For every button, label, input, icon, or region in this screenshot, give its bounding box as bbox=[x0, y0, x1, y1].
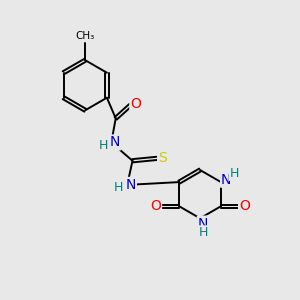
Text: N: N bbox=[126, 178, 136, 192]
Text: H: H bbox=[198, 226, 208, 239]
Text: O: O bbox=[130, 97, 141, 111]
Text: O: O bbox=[150, 199, 161, 213]
Text: N: N bbox=[110, 136, 120, 149]
Text: N: N bbox=[221, 173, 232, 187]
Text: H: H bbox=[114, 181, 123, 194]
Text: H: H bbox=[230, 167, 239, 180]
Text: CH₃: CH₃ bbox=[76, 31, 95, 41]
Text: S: S bbox=[158, 151, 167, 165]
Text: O: O bbox=[239, 199, 250, 213]
Text: H: H bbox=[98, 139, 108, 152]
Text: N: N bbox=[198, 217, 208, 231]
